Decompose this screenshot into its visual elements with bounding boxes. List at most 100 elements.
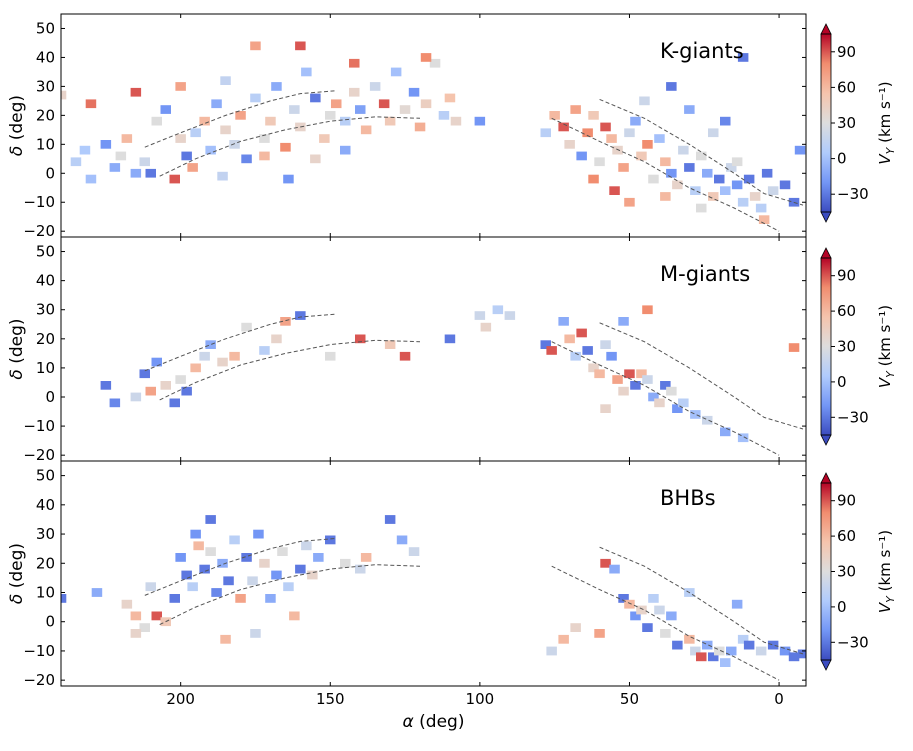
colorbar-label-unit: (km s⁻¹) <box>876 530 894 596</box>
data-cell <box>660 381 671 390</box>
data-cell <box>283 174 294 184</box>
data-cell <box>779 646 791 656</box>
data-cell <box>755 203 767 213</box>
data-cell <box>265 116 276 126</box>
y-tick-label: 40 <box>36 48 55 66</box>
data-cell <box>121 134 133 143</box>
data-cell <box>618 317 629 326</box>
data-cell <box>310 93 321 103</box>
colorbar-label-unit: (km s⁻¹) <box>876 81 894 147</box>
data-cell <box>666 82 677 91</box>
data-cell <box>492 305 504 315</box>
data-cell <box>280 142 291 152</box>
colorbar-tick-label: 90 <box>837 267 856 285</box>
y-tick-label: −10 <box>23 642 55 660</box>
colorbar-tick-label: 0 <box>837 598 847 616</box>
stream-track-north-upper <box>144 313 337 372</box>
data-cell <box>594 157 605 167</box>
data-cell <box>175 134 186 143</box>
data-cell <box>139 623 150 632</box>
colorbar-extend-min <box>820 434 832 446</box>
y-axis-label: δ (deg) <box>7 543 27 604</box>
panel-frame <box>60 460 807 687</box>
data-cell <box>313 553 324 562</box>
data-cell <box>429 58 441 68</box>
data-cell <box>788 343 800 352</box>
data-cell <box>420 53 432 62</box>
data-cell <box>438 111 450 120</box>
data-cell <box>175 375 186 384</box>
data-cell <box>582 128 593 138</box>
data-cell <box>594 369 605 379</box>
data-cell <box>130 392 142 402</box>
stream-track-north-lower <box>159 339 421 401</box>
data-cell <box>582 346 593 355</box>
data-cell <box>408 547 420 556</box>
data-cell <box>609 564 620 574</box>
data-cell <box>109 163 121 172</box>
data-cell <box>558 122 569 132</box>
data-cell <box>660 157 671 167</box>
data-cell <box>630 116 641 126</box>
y-tick-label: 50 <box>36 243 55 261</box>
data-cell <box>187 163 198 172</box>
x-axis-label-unit: (deg) <box>414 712 465 732</box>
data-cell <box>690 646 701 656</box>
y-tick-label: 40 <box>36 496 55 514</box>
colorbar-tick-label: −30 <box>837 633 869 651</box>
colorbar-tick-label: 60 <box>837 527 856 545</box>
data-cell <box>414 122 426 132</box>
y-tick-label: −20 <box>23 446 55 464</box>
data-cell <box>666 611 677 621</box>
data-cell <box>79 145 91 155</box>
y-tick-label: 50 <box>36 467 55 485</box>
colorbar-label-symbol: V <box>876 601 894 613</box>
data-cell <box>474 311 486 320</box>
colorbar-extend-max <box>820 472 832 484</box>
colorbar-label-symbol: V <box>876 376 894 388</box>
panel-cells <box>61 41 806 232</box>
data-cell <box>639 96 650 106</box>
data-cell <box>549 111 560 120</box>
x-tick-label: 50 <box>620 690 639 708</box>
stream-track-north-upper <box>144 90 337 148</box>
data-cell <box>654 398 665 408</box>
stream-track-south-lower <box>551 565 780 681</box>
data-cell <box>325 351 336 361</box>
y-axis-label-symbol: δ <box>7 369 27 379</box>
data-cell <box>217 357 228 367</box>
data-cell <box>115 151 127 161</box>
data-cell <box>229 140 240 149</box>
data-cell <box>624 369 635 379</box>
data-cell <box>241 553 252 562</box>
colorbar-gradient <box>821 34 831 212</box>
data-cell <box>160 381 171 390</box>
data-cell <box>384 515 396 524</box>
y-axis-label-symbol: δ <box>7 594 27 604</box>
x-axis-label: α (deg) <box>403 712 465 732</box>
stream-track-south-lower <box>551 117 780 232</box>
data-cell <box>540 340 551 349</box>
data-cell <box>340 558 351 568</box>
data-cell <box>684 163 695 172</box>
data-cell <box>121 599 133 609</box>
data-cell <box>100 381 112 390</box>
data-cell <box>139 157 150 167</box>
y-tick-label: 20 <box>36 106 55 124</box>
data-cell <box>211 99 222 109</box>
data-cell <box>265 594 276 603</box>
data-cell <box>139 369 150 379</box>
data-cell <box>624 197 635 207</box>
data-cell <box>570 351 581 361</box>
data-cell <box>250 629 261 638</box>
y-tick-label: 20 <box>36 330 55 348</box>
colorbar-extend-min <box>820 659 832 671</box>
panel-label: K-giants <box>660 39 744 63</box>
data-cell <box>145 386 156 396</box>
y-tick-label: 30 <box>36 301 55 319</box>
data-cell <box>151 357 162 367</box>
data-cell <box>600 340 611 349</box>
data-cell <box>480 322 492 332</box>
data-cell <box>223 576 234 586</box>
data-cell <box>85 174 97 184</box>
